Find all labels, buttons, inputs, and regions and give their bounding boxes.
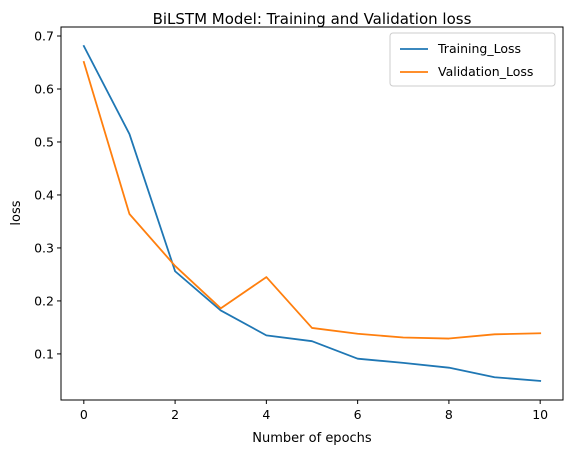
- x-tick-label: 4: [262, 407, 270, 422]
- y-tick-label: 0.6: [34, 81, 54, 96]
- plot-area: 0 2 4 6 8 10 0.1 0.2 0.3 0.4 0.5 0.6 0.7: [34, 26, 564, 422]
- y-tick-label: 0.1: [34, 346, 54, 361]
- x-tick-label: 8: [445, 407, 453, 422]
- x-axis: 0 2 4 6 8 10: [80, 400, 548, 422]
- y-tick-label: 0.2: [34, 293, 54, 308]
- legend-label-training: Training_Loss: [437, 41, 521, 56]
- x-tick-label: 10: [532, 407, 548, 422]
- legend-frame: [389, 32, 556, 87]
- y-tick-label: 0.4: [34, 187, 54, 202]
- legend: Training_Loss Validation_Loss: [389, 32, 556, 87]
- plot-frame: [60, 26, 564, 401]
- x-axis-label: Number of epochs: [252, 431, 372, 446]
- y-axis: 0.1 0.2 0.3 0.4 0.5 0.6 0.7: [34, 29, 61, 361]
- y-axis-label: loss: [9, 200, 24, 225]
- series-lines: [82, 44, 542, 382]
- legend-label-validation: Validation_Loss: [438, 64, 533, 79]
- y-tick-label: 0.5: [34, 134, 54, 149]
- x-tick-label: 2: [171, 407, 179, 422]
- series-line-validation: [82, 60, 542, 340]
- series-line-training: [82, 44, 542, 382]
- x-tick-label: 0: [80, 407, 88, 422]
- y-tick-label: 0.7: [34, 29, 54, 44]
- y-tick-label: 0.3: [34, 240, 54, 255]
- chart-title: BiLSTM Model: Training and Validation lo…: [153, 10, 472, 28]
- x-tick-label: 6: [354, 407, 362, 422]
